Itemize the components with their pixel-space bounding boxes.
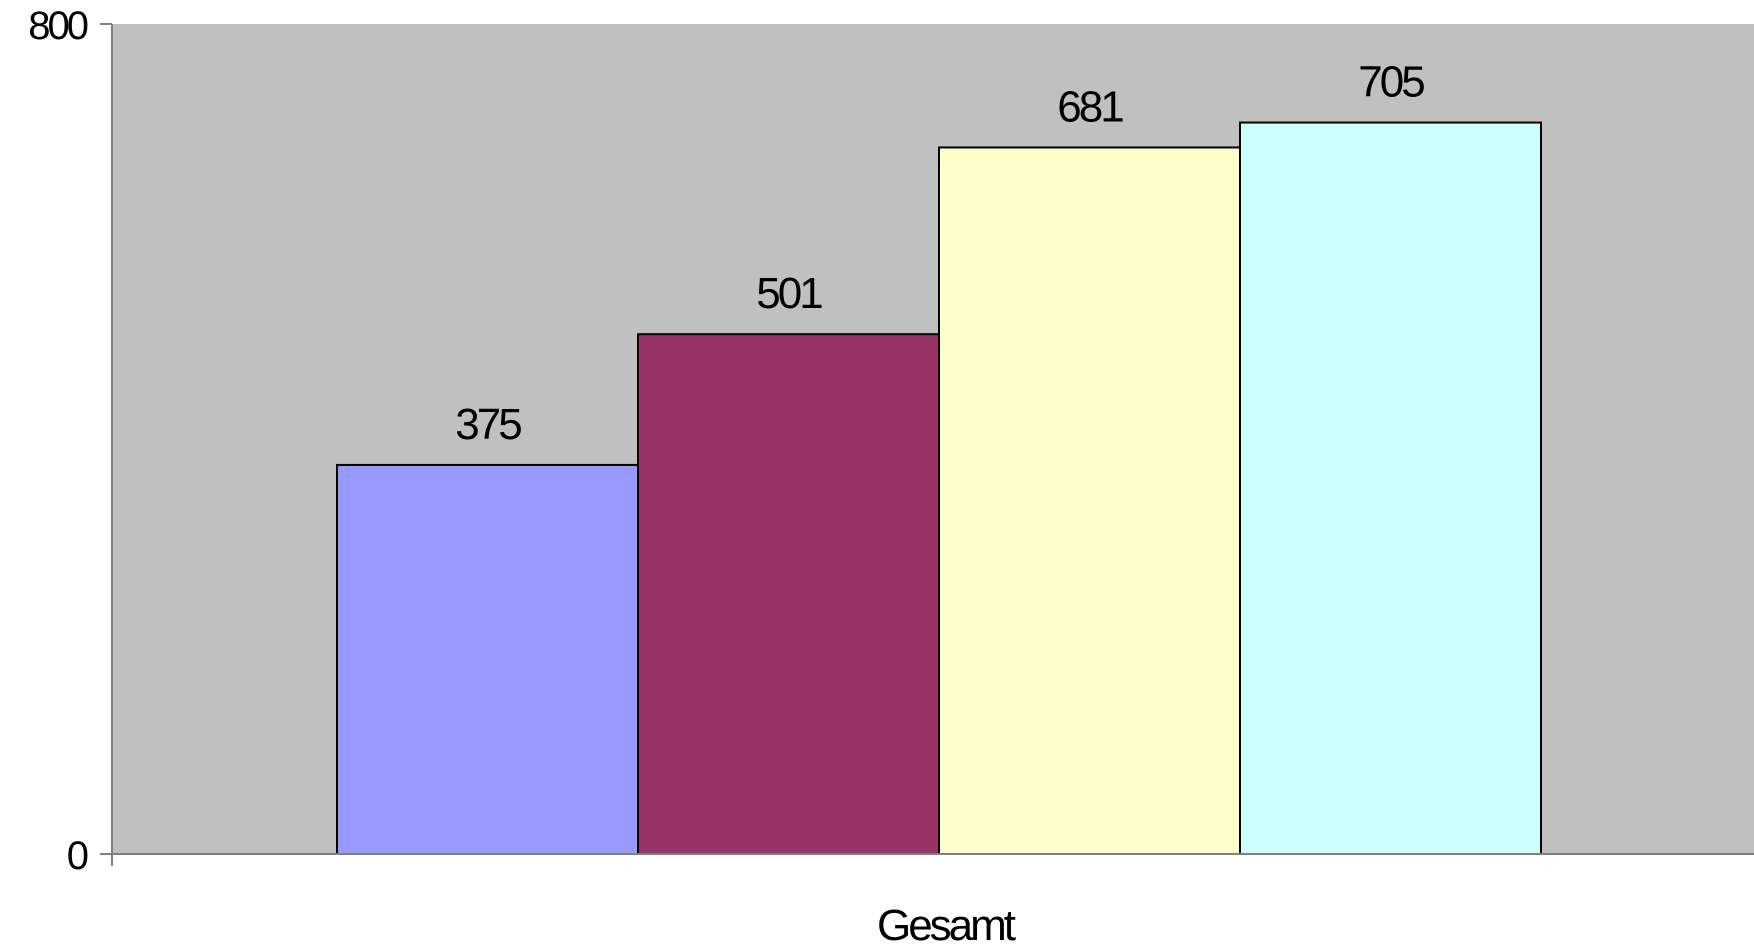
data-label-series-2: 501 [756,269,822,318]
bar-series-4 [1239,121,1542,855]
bar-series-1 [336,463,639,855]
y-tick-label: 0 [67,834,88,878]
data-label-series-4: 705 [1358,58,1424,107]
bars-layer [336,121,1542,855]
y-tick-label: 800 [28,4,87,48]
bar-series-2 [637,333,940,855]
x-category-label: Gesamt [877,901,1016,948]
data-label-series-3: 681 [1057,82,1123,131]
data-labels-layer: 375 501 681 705 [455,58,1427,449]
bar-series-3 [938,146,1241,855]
y-ticks-layer: 0 800 [28,4,112,878]
data-label-series-1: 375 [455,400,521,449]
